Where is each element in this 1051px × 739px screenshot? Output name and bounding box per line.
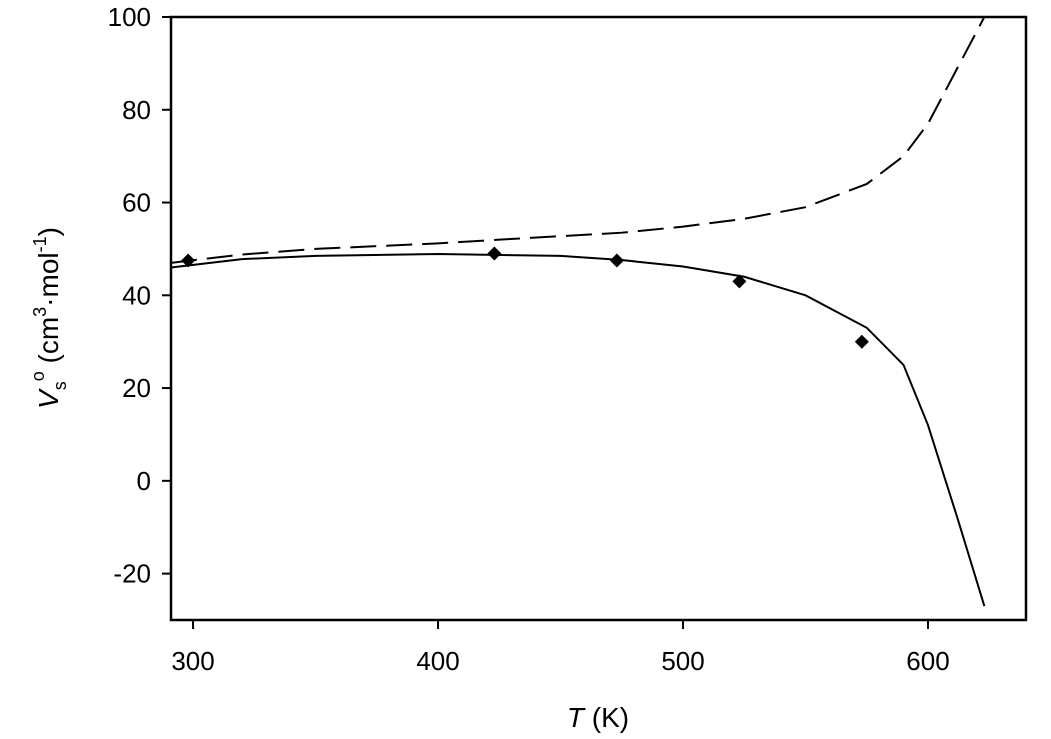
x-axis-label: T (K) xyxy=(567,702,629,733)
y-tick-label: 20 xyxy=(122,373,151,403)
x-tick-label: 500 xyxy=(661,646,704,676)
x-tick-label: 300 xyxy=(171,646,214,676)
x-tick-label: 600 xyxy=(906,646,949,676)
y-tick-label: 0 xyxy=(137,466,151,496)
y-tick-label: 60 xyxy=(122,188,151,218)
y-axis-label: Vso (cm3·mol-1) xyxy=(28,227,70,409)
x-tick-label: 400 xyxy=(416,646,459,676)
y-tick-label: 100 xyxy=(108,2,151,32)
solid-curve xyxy=(170,253,986,607)
y-tick-label: 40 xyxy=(122,280,151,310)
y-tick-label: -20 xyxy=(113,559,151,589)
data-point xyxy=(487,246,502,261)
data-point xyxy=(732,274,747,289)
data-point xyxy=(854,334,869,349)
dashed-curve xyxy=(170,16,986,264)
y-tick-label: 80 xyxy=(122,95,151,125)
plot-frame xyxy=(169,15,1028,622)
